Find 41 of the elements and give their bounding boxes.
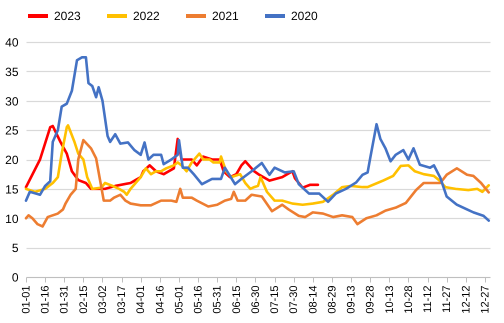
x-tick-label: 05-01 (173, 286, 186, 314)
y-tick-label: 35 (5, 64, 19, 79)
line-series (24, 56, 490, 222)
x-tick-label: 06-15 (230, 286, 243, 314)
x-tick-label: 03-02 (96, 286, 109, 314)
x-tick-label: 11-12 (422, 286, 434, 313)
y-tick-label: 30 (5, 94, 19, 108)
y-tick-label: 20 (5, 153, 19, 167)
x-tick-label: 12-27 (479, 286, 492, 314)
x-tick-label: 12-12 (460, 286, 472, 314)
x-tick-label: 01-31 (58, 286, 71, 314)
legend-label: 2022 (133, 9, 160, 23)
x-tick-label: 04-16 (154, 286, 166, 314)
x-tick-label: 05-31 (212, 286, 224, 314)
x-tick-label: 09-13 (346, 286, 358, 314)
y-tick-label: 15 (5, 182, 19, 196)
x-tick-label: 05-16 (192, 286, 205, 314)
legend-label: 2023 (54, 9, 82, 23)
x-tick-label: 01-16 (40, 286, 52, 314)
y-tick-label: 40 (5, 36, 19, 50)
x-tick-label: 01-01 (20, 286, 32, 314)
x-tick-label: 10-28 (402, 286, 415, 314)
x-tick-label: 04-01 (135, 286, 148, 314)
x-tick-label: 02-15 (78, 286, 90, 314)
x-tick-label: 09-28 (364, 286, 377, 314)
line-series (24, 138, 490, 228)
x-tick-label: 08-29 (326, 286, 338, 314)
x-tick-label: 07-15 (269, 286, 282, 314)
y-tick-label: 10 (5, 212, 19, 226)
legend-label: 2021 (212, 9, 240, 23)
x-tick-label: 08-14 (307, 286, 320, 314)
x-tick-label: 07-30 (288, 286, 300, 314)
x-tick-label: 10-13 (384, 286, 396, 314)
x-tick-label: 11-27 (441, 286, 454, 313)
legend-label: 2020 (291, 9, 318, 23)
y-tick-label: 25 (5, 124, 19, 138)
y-tick-label: 5 (12, 241, 19, 256)
line-series (24, 124, 490, 206)
x-tick-label: 03-17 (116, 286, 128, 314)
y-tick-label: 0 (12, 270, 19, 284)
x-tick-label: 06-30 (250, 286, 262, 314)
